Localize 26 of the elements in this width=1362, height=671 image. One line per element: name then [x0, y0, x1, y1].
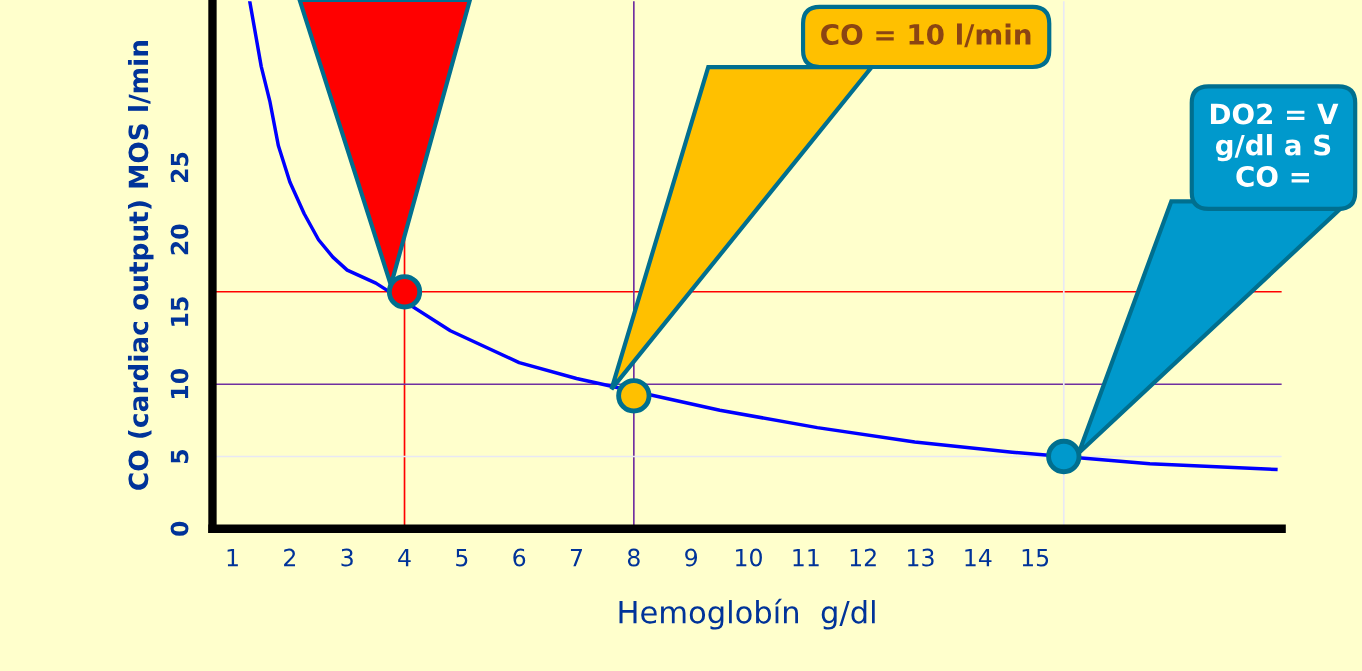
x-tick-label: 8 — [627, 548, 640, 567]
x-tick-label: 11 — [793, 548, 819, 567]
x-tick-label: 2 — [284, 548, 296, 567]
annotation: CO = 10 l/min — [821, 23, 1031, 48]
x-tick-label: 14 — [965, 548, 992, 567]
x-tick-label: 3 — [341, 548, 353, 567]
x-tick-label: 13 — [908, 548, 934, 567]
x-tick-label: 10 — [736, 548, 762, 567]
x-tick-label: 1 — [227, 548, 238, 567]
x-tick-label: 12 — [850, 548, 876, 567]
y-tick-label: 20 — [170, 224, 189, 255]
y-tick-label: 15 — [170, 297, 189, 326]
line-series — [248, 1, 1278, 472]
y-tick-label: 0 — [170, 521, 189, 536]
x-tick-label: 15 — [1022, 548, 1049, 567]
annotation: DO2 = V g/dl a S CO = — [1210, 103, 1339, 187]
x-tick-label: 6 — [513, 548, 526, 567]
y-tick-label: 10 — [170, 368, 189, 399]
x-tick-label: 7 — [570, 548, 582, 567]
y-tick-label: 5 — [170, 449, 189, 463]
y-axis-title: CO (cardiac output) MOS l/min — [127, 41, 154, 490]
x-tick-label: 4 — [398, 548, 411, 567]
x-tick-label: 5 — [456, 548, 468, 567]
x-tick-label: 9 — [685, 548, 698, 567]
x-axis-title: Hemoglobín g/dl — [619, 598, 875, 630]
y-tick-label: 25 — [170, 152, 189, 183]
